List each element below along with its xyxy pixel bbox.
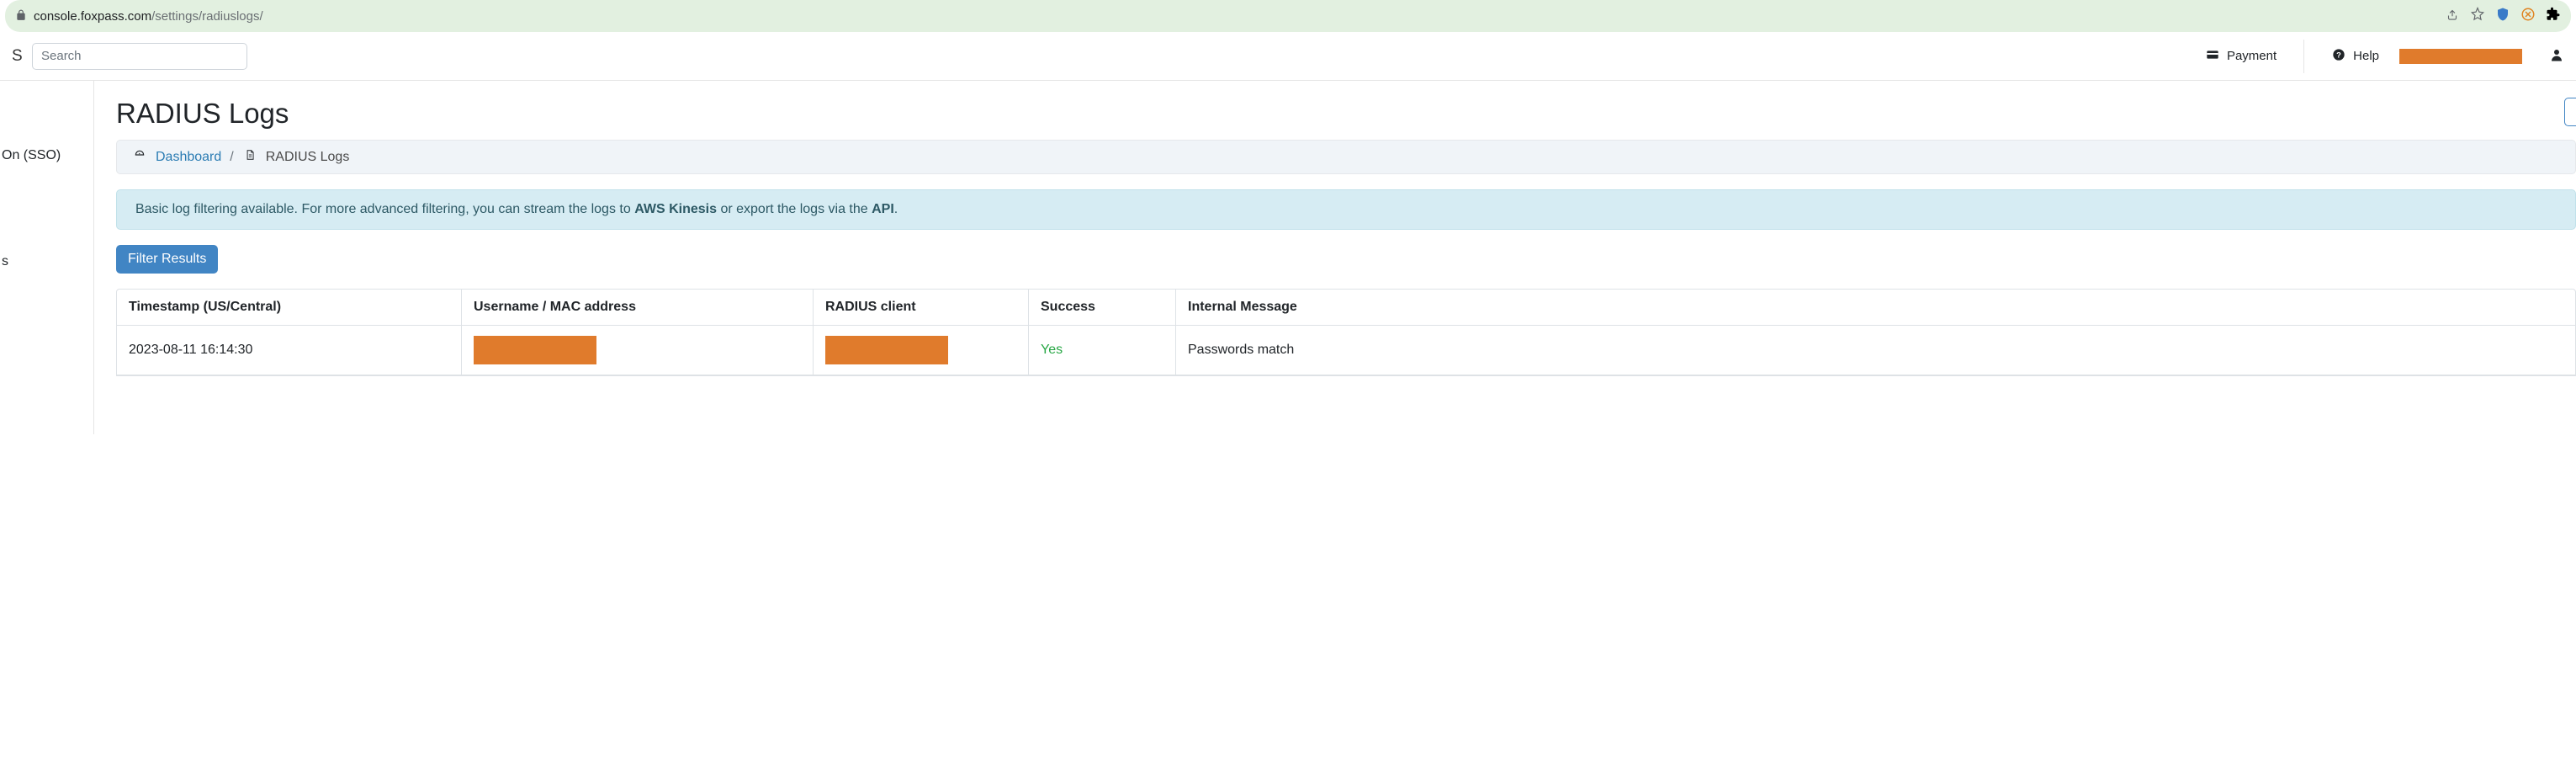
top-nav: S Payment ? Help — [0, 32, 2576, 81]
logo[interactable]: S — [12, 48, 24, 64]
page-title: RADIUS Logs — [116, 98, 2576, 130]
info-banner: Basic log filtering available. For more … — [116, 189, 2576, 230]
puzzle-icon[interactable] — [2546, 7, 2561, 25]
user-redacted[interactable] — [2399, 49, 2522, 64]
table-header: Timestamp (US/Central) Username / MAC ad… — [117, 290, 2575, 326]
sidebar: On (SSO) s — [0, 81, 94, 434]
banner-text-end: . — [894, 202, 898, 216]
help-link[interactable]: ? Help — [2331, 48, 2379, 65]
client-redacted — [825, 336, 948, 364]
cell-success: Yes — [1029, 326, 1176, 375]
payment-link[interactable]: Payment — [2205, 48, 2277, 65]
col-client: RADIUS client — [814, 290, 1029, 325]
help-label: Help — [2353, 49, 2379, 63]
lock-icon — [15, 9, 27, 24]
logs-table: Timestamp (US/Central) Username / MAC ad… — [116, 289, 2576, 376]
right-edge-button[interactable] — [2564, 98, 2576, 126]
col-username: Username / MAC address — [462, 290, 814, 325]
help-icon: ? — [2331, 48, 2346, 65]
url-host: console.foxpass.com — [34, 9, 151, 24]
sidebar-item-cutoff[interactable]: s — [0, 246, 93, 278]
cell-message: Passwords match — [1176, 326, 2575, 375]
main-content: RADIUS Logs Dashboard / RADIUS Logs Basi… — [94, 81, 2576, 434]
payment-label: Payment — [2227, 49, 2277, 63]
col-success: Success — [1029, 290, 1176, 325]
share-icon[interactable] — [2445, 7, 2460, 25]
breadcrumb-separator: / — [230, 150, 233, 165]
breadcrumb-current: RADIUS Logs — [266, 150, 350, 165]
banner-text-mid: or export the logs via the — [717, 202, 872, 216]
col-timestamp: Timestamp (US/Central) — [117, 290, 462, 325]
dashboard-icon — [132, 149, 147, 165]
document-icon — [242, 149, 257, 165]
svg-text:?: ? — [2336, 50, 2341, 59]
username-redacted — [474, 336, 596, 364]
banner-bold-api: API — [872, 202, 894, 216]
browser-address-bar: console.foxpass.com/settings/radiuslogs/ — [5, 0, 2571, 32]
breadcrumb-dashboard-link[interactable]: Dashboard — [156, 150, 221, 165]
sidebar-item-sso[interactable]: On (SSO) — [0, 140, 93, 172]
success-value: Yes — [1041, 343, 1063, 358]
star-icon[interactable] — [2470, 7, 2485, 25]
banner-bold-kinesis: AWS Kinesis — [634, 202, 717, 216]
cell-client — [814, 326, 1029, 375]
cell-username — [462, 326, 814, 375]
col-message: Internal Message — [1176, 290, 2575, 325]
card-icon — [2205, 48, 2220, 65]
table-row: 2023-08-11 16:14:30 Yes Passwords match — [117, 326, 2575, 375]
cell-timestamp: 2023-08-11 16:14:30 — [117, 326, 462, 375]
url-display[interactable]: console.foxpass.com/settings/radiuslogs/ — [34, 9, 2438, 24]
filter-results-button[interactable]: Filter Results — [116, 245, 218, 274]
banner-text-pre: Basic log filtering available. For more … — [135, 202, 634, 216]
extension-icon[interactable] — [2520, 7, 2536, 25]
user-icon[interactable] — [2549, 47, 2564, 66]
breadcrumb: Dashboard / RADIUS Logs — [116, 140, 2576, 174]
shield-icon[interactable] — [2495, 7, 2510, 25]
url-path: /settings/radiuslogs/ — [151, 9, 263, 24]
search-input[interactable] — [32, 43, 247, 70]
nav-divider — [2303, 40, 2304, 73]
